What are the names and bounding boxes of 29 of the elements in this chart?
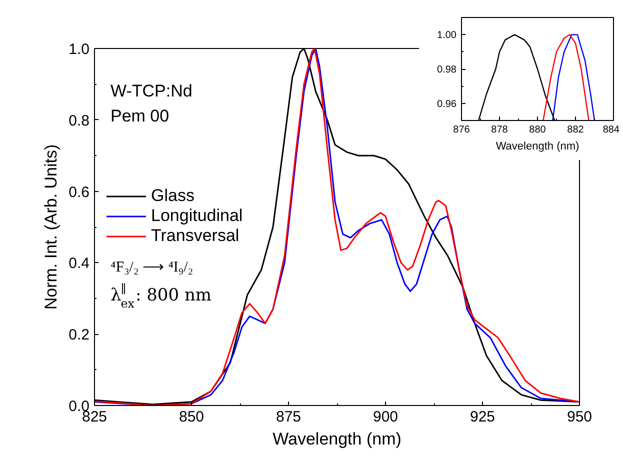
y-tick-label: 0.6 [68,184,90,201]
x-tick-label: 875 [276,408,302,426]
legend-label: Longitudinal [151,206,243,226]
x-axis-title: Wavelength (nm) [272,430,402,448]
annotation: ⁴F₃/₂ ⟶ ⁴I₉/₂ [110,260,194,276]
line-series [542,34,590,120]
x-tick-label: 950 [566,408,592,426]
x-tick-label: 900 [372,408,398,426]
y-tick-label: 1.0 [68,41,90,58]
y-tick-label: 0.8 [68,112,90,130]
x-tick-label: 882 [567,124,584,136]
y-axis-title: Norm. Int. (Arb. Units) [42,144,61,310]
annotation: W-TCP:Nd [110,82,192,100]
y-tick-label: 0.96 [437,98,457,110]
x-tick-label: 925 [470,408,496,426]
x-tick-label: 884 [602,124,620,136]
annotation: Pem 00 [110,106,170,126]
x-tick-label: 878 [491,124,508,136]
x-tick-label: 850 [178,408,204,426]
legend-label: Glass [151,186,194,206]
y-tick-label: 1.00 [437,30,457,42]
x-tick-label: 880 [529,124,546,136]
line-series [552,34,596,120]
x-axis-title: Wavelength (nm) [496,140,580,152]
y-tick-label: 0.2 [68,326,90,344]
y-tick-label: 0.4 [68,255,90,272]
y-tick-label: 0.98 [437,64,457,76]
x-tick-label: 876 [453,124,470,136]
legend-label: Transversal [151,226,240,246]
